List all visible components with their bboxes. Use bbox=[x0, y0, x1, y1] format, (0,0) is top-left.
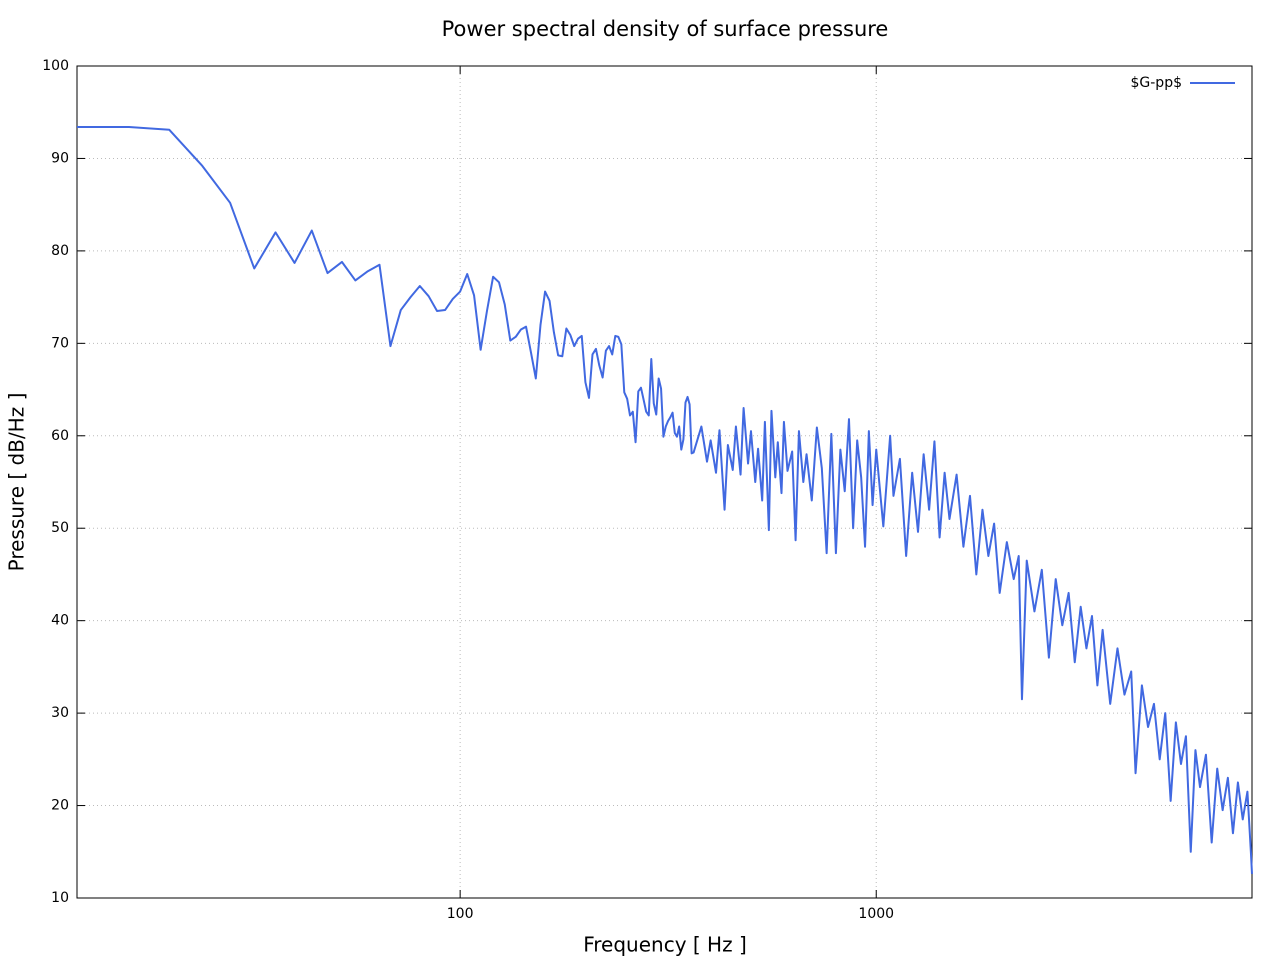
y-tick-label: 90 bbox=[51, 150, 69, 166]
y-tick-label: 40 bbox=[51, 613, 69, 629]
x-axis-label: Frequency [ Hz ] bbox=[583, 933, 747, 957]
y-tick-label: 30 bbox=[51, 705, 69, 721]
x-tick-label: 100 bbox=[447, 906, 474, 922]
y-tick-label: 10 bbox=[51, 890, 69, 906]
y-tick-label: 100 bbox=[42, 58, 69, 74]
data-line bbox=[77, 126, 1253, 875]
y-tick-label: 60 bbox=[51, 428, 69, 444]
plot-frame bbox=[76, 65, 1253, 899]
y-tick-label: 70 bbox=[51, 335, 69, 351]
x-tick-label: 1000 bbox=[858, 906, 894, 922]
y-tick-label: 50 bbox=[51, 520, 69, 536]
chart-title: Power spectral density of surface pressu… bbox=[442, 17, 889, 41]
legend-label: $G-pp$ bbox=[1131, 75, 1183, 91]
y-tick-label: 80 bbox=[51, 243, 69, 259]
y-axis-label: Pressure [ dB/Hz ] bbox=[5, 393, 29, 572]
y-tick-label: 20 bbox=[51, 798, 69, 814]
